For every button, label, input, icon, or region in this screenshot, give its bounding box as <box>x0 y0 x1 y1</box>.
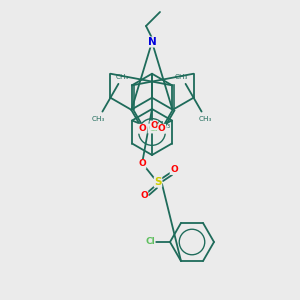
Text: CH₃: CH₃ <box>157 121 171 130</box>
Text: S: S <box>154 177 162 187</box>
Text: O: O <box>158 124 166 133</box>
Text: O: O <box>150 121 158 130</box>
Text: Cl: Cl <box>145 238 155 247</box>
Text: O: O <box>138 124 146 133</box>
Text: CH₃: CH₃ <box>92 116 105 122</box>
Text: CH₃: CH₃ <box>116 74 129 80</box>
Text: O: O <box>140 191 148 200</box>
Text: N: N <box>148 37 156 47</box>
Text: Cl: Cl <box>148 124 158 133</box>
Text: O: O <box>138 160 146 169</box>
Text: CH₃: CH₃ <box>175 74 188 80</box>
Text: CH₃: CH₃ <box>199 116 212 122</box>
Text: O: O <box>170 166 178 175</box>
